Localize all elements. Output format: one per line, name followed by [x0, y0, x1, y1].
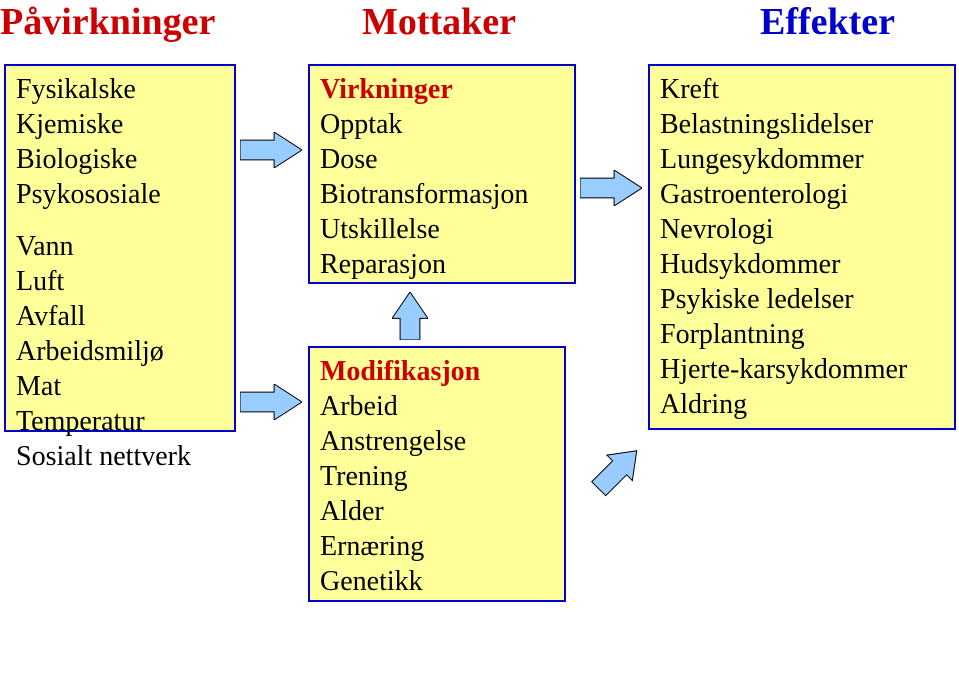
- box-left-line: Fysikalske: [16, 72, 224, 107]
- box-mid-bottom-line: Genetikk: [320, 564, 554, 599]
- box-mid-bottom-line: Anstrengelse: [320, 424, 554, 459]
- box-mid-top-line: Virkninger: [320, 72, 564, 107]
- box-mid-top-line: Utskillelse: [320, 212, 564, 247]
- box-left-line: Vann: [16, 229, 224, 264]
- box-left-line: [16, 212, 224, 229]
- box-mid-bottom-line: Modifikasjon: [320, 354, 554, 389]
- heading-middle-text: Mottaker: [362, 1, 516, 43]
- box-mid-top-line: Reparasjon: [320, 247, 564, 282]
- box-right-line: Kreft: [660, 72, 944, 107]
- heading-left-text: Påvirkninger: [0, 1, 215, 43]
- heading-right-text: Effekter: [760, 1, 895, 43]
- arrow-midbottom-to-midtop: [392, 292, 428, 340]
- box-right-line: Hjerte-karsykdommer: [660, 352, 944, 387]
- box-left-line: Sosialt nettverk: [16, 439, 224, 474]
- heading-right: Effekter: [760, 0, 895, 44]
- box-left-line: Luft: [16, 264, 224, 299]
- box-left-line: Mat: [16, 369, 224, 404]
- arrow-midbottom-to-right: [586, 436, 626, 476]
- box-left-line: Biologiske: [16, 142, 224, 177]
- box-mid-bottom-line: Arbeid: [320, 389, 554, 424]
- box-right-line: Belastningslidelser: [660, 107, 944, 142]
- box-left-line: Avfall: [16, 299, 224, 334]
- box-right-line: Hudsykdommer: [660, 247, 944, 282]
- arrow-midtop-to-right: [580, 170, 642, 206]
- box-left-line: Temperatur: [16, 404, 224, 439]
- arrow-left-to-midtop: [240, 132, 302, 168]
- box-left: FysikalskeKjemiskeBiologiskePsykososiale…: [4, 64, 236, 432]
- box-right-line: Gastroenterologi: [660, 177, 944, 212]
- box-mid-bottom-line: Trening: [320, 459, 554, 494]
- box-mid-top-line: Biotransformasjon: [320, 177, 564, 212]
- box-right-line: Lungesykdommer: [660, 142, 944, 177]
- box-mid-bottom-line: Alder: [320, 494, 554, 529]
- box-left-line: Psykososiale: [16, 177, 224, 212]
- box-mid-bottom: ModifikasjonArbeidAnstrengelseTreningAld…: [308, 346, 566, 602]
- heading-left: Påvirkninger: [0, 0, 215, 44]
- box-right-line: Aldring: [660, 387, 944, 422]
- box-left-line: Kjemiske: [16, 107, 224, 142]
- box-mid-top-line: Opptak: [320, 107, 564, 142]
- box-left-line: Arbeidsmiljø: [16, 334, 224, 369]
- box-right-line: Psykiske ledelser: [660, 282, 944, 317]
- box-right-line: Nevrologi: [660, 212, 944, 247]
- box-mid-bottom-line: Ernæring: [320, 529, 554, 564]
- arrow-left-to-midbottom: [240, 384, 302, 420]
- box-right-line: Forplantning: [660, 317, 944, 352]
- box-mid-top-line: Dose: [320, 142, 564, 177]
- heading-middle: Mottaker: [362, 0, 516, 44]
- box-right: KreftBelastningslidelserLungesykdommerGa…: [648, 64, 956, 430]
- box-mid-top: VirkningerOpptakDoseBiotransformasjonUts…: [308, 64, 576, 284]
